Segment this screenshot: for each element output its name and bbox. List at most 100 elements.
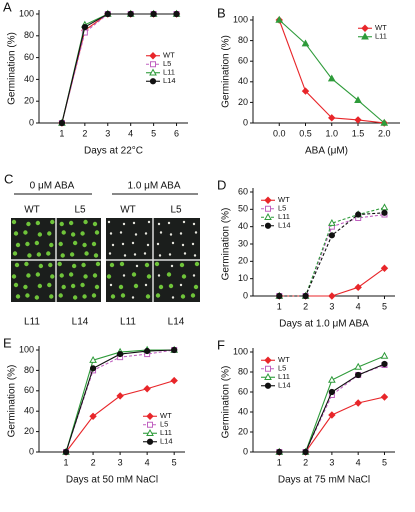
seedling: [109, 283, 113, 287]
seedling: [59, 273, 64, 278]
seedling: [145, 294, 151, 299]
seedling: [49, 294, 54, 299]
marker: [264, 196, 272, 204]
marker: [173, 10, 180, 18]
y-tick-label: 60: [238, 386, 248, 396]
seedlings: [11, 218, 200, 302]
seedling: [111, 243, 115, 247]
marker: [275, 15, 284, 23]
marker: [327, 74, 336, 82]
seedling: [192, 274, 196, 277]
legend-label: WT: [160, 411, 172, 420]
seedling: [123, 254, 127, 257]
y-tick-label: 0: [29, 446, 34, 456]
marker: [147, 421, 153, 428]
series-line: [65, 380, 175, 453]
marker: [354, 283, 362, 292]
marker: [170, 376, 178, 385]
seedling: [82, 294, 87, 299]
seedling: [58, 293, 63, 298]
marker: [301, 39, 310, 47]
x-tick-label: 1: [277, 301, 282, 311]
legend-label: L11: [278, 372, 290, 381]
seedling: [34, 240, 40, 246]
seedling: [133, 283, 139, 289]
marker: [146, 438, 154, 445]
x-tick-label: 1: [64, 457, 69, 467]
seedling: [26, 221, 31, 227]
x-axis-label: ABA (μM): [305, 146, 348, 157]
marker: [381, 209, 388, 216]
y-tick-label: 80: [238, 366, 248, 376]
seedling: [144, 232, 148, 235]
seedling: [80, 282, 85, 288]
seedling: [12, 251, 18, 256]
marker: [328, 411, 336, 419]
y-tick-label: 10: [238, 273, 248, 283]
y-tick-label: 20: [238, 426, 248, 436]
seedling: [135, 264, 139, 268]
seedling: [119, 231, 123, 234]
marker: [328, 218, 336, 226]
seedling: [193, 284, 199, 290]
marker: [171, 346, 178, 354]
seedling: [120, 293, 126, 298]
chart: D 0 10 20 30 40 50 60 1 2 3 4 5 Days at 1.0 μM ABA Ger…: [217, 177, 395, 330]
seedling: [24, 261, 29, 267]
y-tick-label: 0: [29, 117, 34, 127]
seedling: [181, 274, 187, 279]
seedling: [71, 263, 77, 269]
marker: [62, 448, 70, 456]
x-axis-label: Days at 1.0 μM ABA: [279, 319, 369, 330]
marker: [380, 264, 389, 272]
seedling: [61, 284, 66, 290]
seedling: [170, 264, 174, 268]
seedling: [171, 241, 175, 245]
y-tick-label: 60: [24, 52, 34, 62]
line-label: WT: [24, 205, 40, 216]
x-tick-label: 2: [303, 457, 308, 467]
line-label: L14: [168, 317, 185, 328]
marker: [354, 399, 362, 407]
seedling: [166, 272, 172, 277]
seedling: [110, 294, 116, 299]
marker: [89, 365, 97, 372]
x-tick-label: 2: [82, 128, 87, 138]
legend-label: L14: [163, 76, 176, 85]
x-axis-label: Days at 22°C: [84, 146, 143, 157]
seedling: [59, 221, 64, 227]
legend-label: L14: [278, 221, 291, 230]
x-tick-label: 3: [329, 301, 334, 311]
marker: [89, 355, 97, 363]
x-tick-label: 2: [303, 301, 308, 311]
seedling: [169, 233, 173, 236]
y-tick-label: 60: [238, 56, 248, 66]
marker: [361, 24, 369, 32]
seedling: [122, 222, 126, 226]
chart: E 0 20 40 60 80 100 1 2 3 4 5 Days at 50 mM NaCl Germ…: [3, 335, 185, 486]
seedling: [15, 242, 21, 248]
series-line: [61, 13, 177, 124]
seedling: [70, 232, 76, 237]
x-tick-label: 3: [105, 128, 110, 138]
seedling: [157, 222, 161, 226]
y-tick-label: 40: [238, 76, 248, 86]
seedling: [83, 274, 88, 279]
seedling: [92, 221, 98, 227]
line-label: L5: [74, 205, 86, 216]
marker: [116, 392, 124, 400]
line-label: WT: [120, 205, 136, 216]
seedling: [194, 261, 200, 267]
y-tick-label: 100: [233, 14, 248, 24]
marker: [149, 78, 157, 85]
y-axis-label: Germination (%): [7, 365, 18, 438]
y-tick-label: 60: [24, 385, 34, 395]
series-line: [61, 13, 177, 124]
seedling: [131, 272, 137, 277]
panel-label: E: [3, 335, 12, 350]
seedling: [23, 230, 28, 235]
seedling: [37, 283, 43, 289]
seedling: [35, 220, 41, 226]
marker: [264, 222, 272, 229]
seedling: [179, 262, 185, 268]
